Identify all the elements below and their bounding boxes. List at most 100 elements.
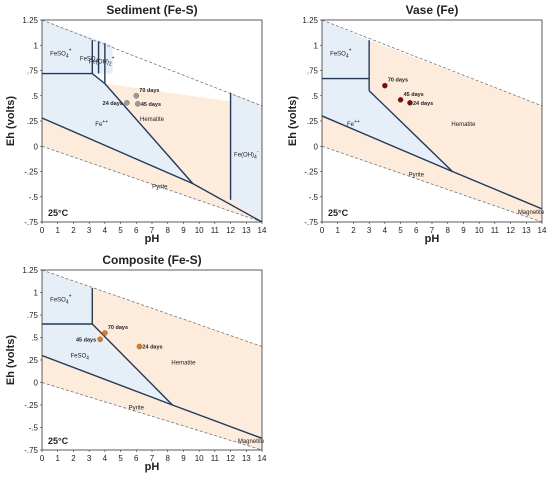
x-tick-label: 10 (195, 226, 204, 235)
chart-title: Sediment (Fe-S) (106, 3, 197, 17)
y-tick-label: 1 (314, 41, 319, 50)
point-label: 45 days (404, 92, 424, 98)
y-tick-label: -.75 (24, 218, 38, 227)
water-stability-line (322, 145, 542, 222)
y-tick-label: .5 (311, 92, 318, 101)
water-stability-line (42, 382, 262, 450)
point-label: 24 days (413, 101, 433, 107)
data-point (102, 330, 108, 336)
panel-vase: Vase (Fe)0 1 2 3 4 5 6 7 8 9 10 11 12 13 14-.75-.5-.25… (287, 3, 547, 245)
point-label: 70 days (139, 88, 159, 94)
x-tick-label: 7 (150, 226, 155, 235)
field-label: FeSO4 (70, 353, 89, 361)
chart-title: Vase (Fe) (406, 3, 459, 17)
x-tick-label: 4 (103, 454, 108, 463)
x-tick-label: 7 (150, 454, 155, 463)
x-axis-label: pH (425, 233, 440, 245)
y-tick-label: .25 (27, 356, 39, 365)
field-label: Pyrite (129, 406, 145, 412)
x-tick-label: 5 (398, 226, 403, 235)
x-tick-label: 8 (445, 226, 450, 235)
x-tick-label: 2 (71, 454, 76, 463)
temperature-label: 25°C (48, 436, 69, 446)
x-tick-label: 7 (430, 226, 435, 235)
y-tick-label: -.5 (29, 424, 39, 433)
x-axis-label: pH (145, 461, 160, 473)
field-label: Magnetite (518, 210, 545, 216)
phase-boundary-line (368, 90, 453, 173)
point-label: 24 days (103, 101, 123, 107)
y-tick-label: -.25 (304, 168, 318, 177)
y-tick-label: -.25 (24, 168, 38, 177)
field-label: Magnetite (238, 439, 265, 445)
field-label: Fe++ (95, 119, 108, 128)
y-tick-label: .5 (31, 334, 38, 343)
water-stability-line (42, 20, 262, 107)
y-tick-label: .5 (31, 92, 38, 101)
x-tick-label: 14 (258, 226, 267, 235)
phase-boundary-line (42, 354, 262, 439)
y-tick-label: -.75 (24, 446, 38, 455)
x-tick-label: 14 (258, 454, 267, 463)
y-tick-label: 1.25 (302, 16, 318, 25)
region-feso4 (42, 270, 93, 324)
x-tick-label: 13 (522, 226, 531, 235)
chart-title: Composite (Fe-S) (102, 253, 201, 267)
y-axis-label: Eh (volts) (5, 335, 17, 385)
x-tick-label: 2 (71, 226, 76, 235)
x-tick-label: 10 (475, 226, 484, 235)
data-point (133, 93, 140, 99)
x-tick-label: 0 (40, 454, 45, 463)
x-tick-label: 10 (195, 454, 204, 463)
region-hematite (369, 40, 542, 209)
x-tick-label: 13 (242, 226, 251, 235)
region-pyrite (322, 115, 542, 222)
plot-area (42, 20, 262, 222)
point-label: 70 days (388, 78, 408, 84)
water-stability-line (42, 145, 262, 222)
x-tick-label: 12 (506, 226, 515, 235)
data-point (97, 336, 103, 343)
x-tick-label: 2 (351, 226, 356, 235)
plot-area (42, 270, 262, 450)
region-fe (322, 78, 453, 172)
phase-boundary-line (91, 323, 173, 406)
temperature-label: 25°C (48, 208, 69, 218)
y-tick-label: 0 (314, 142, 319, 151)
data-point (124, 100, 130, 106)
panel-sediment: Sediment (Fe-S)0 1 2 3 4 5 6 7 8 9 10 11 12 13 14-.75-… (5, 3, 267, 245)
field-label: Hematite (140, 117, 165, 123)
x-tick-label: 11 (211, 454, 220, 463)
x-tick-label: 13 (242, 454, 251, 463)
field-label: Fe++ (347, 119, 360, 128)
x-tick-label: 8 (165, 454, 170, 463)
x-tick-label: 9 (181, 226, 186, 235)
x-tick-label: 12 (226, 226, 235, 235)
x-tick-label: 14 (538, 226, 547, 235)
field-label: Pyrite (409, 173, 425, 179)
x-tick-label: 1 (335, 226, 340, 235)
y-tick-label: -.5 (29, 193, 39, 202)
point-label: 24 days (142, 345, 162, 351)
region-feso4 (322, 20, 370, 79)
x-tick-label: 6 (134, 226, 139, 235)
x-tick-label: 3 (87, 226, 92, 235)
x-tick-label: 0 (320, 226, 325, 235)
region-feoh4 (230, 92, 262, 222)
field-label: Hematite (451, 122, 476, 128)
point-label: 70 days (108, 325, 128, 331)
y-tick-label: 1 (34, 41, 39, 50)
x-tick-label: 0 (40, 226, 45, 235)
x-tick-label: 5 (118, 226, 123, 235)
x-tick-label: 9 (461, 226, 466, 235)
y-tick-label: 0 (34, 142, 39, 151)
x-tick-label: 1 (55, 454, 60, 463)
point-label: 45 days (141, 102, 161, 108)
y-tick-label: 1 (34, 289, 39, 298)
region-pyrite (42, 355, 262, 450)
x-axis-label: pH (145, 233, 160, 245)
y-axis-label: Eh (volts) (287, 96, 299, 146)
y-tick-label: -.25 (24, 401, 38, 410)
phase-boundary-line (104, 83, 194, 185)
